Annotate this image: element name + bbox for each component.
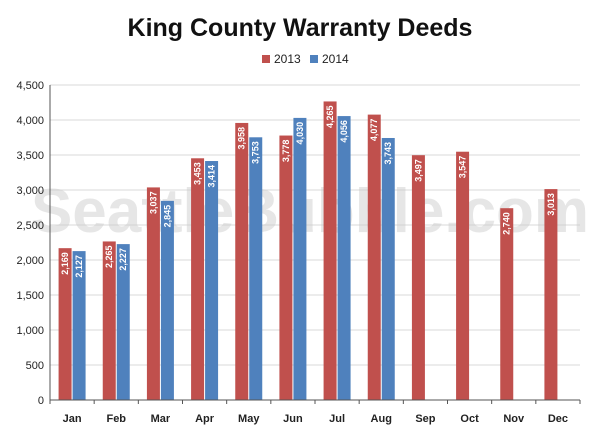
y-tick-label: 2,500: [16, 220, 44, 232]
y-tick-label: 4,500: [16, 80, 44, 92]
x-tick-label: Jul: [329, 413, 345, 425]
bar-2013: [146, 187, 160, 400]
bar-2014: [381, 137, 395, 401]
bar-data-label: 2,740: [502, 212, 512, 235]
bar-data-label: 3,037: [148, 191, 158, 214]
x-tick-label: Oct: [460, 413, 479, 425]
x-tick-label: Jun: [283, 413, 303, 425]
bar-2014: [72, 251, 86, 400]
bar-data-label: 4,030: [295, 122, 305, 145]
gridlines: [50, 84, 580, 366]
bar-2014: [337, 116, 351, 400]
y-tick-label: 1,000: [16, 325, 44, 337]
bar-2013: [235, 122, 249, 400]
bar-data-label: 3,547: [458, 156, 468, 179]
bar-2014: [116, 244, 130, 400]
bar-2013: [58, 248, 72, 400]
x-tick-label: Mar: [151, 413, 171, 425]
x-tick-label: Sep: [415, 413, 435, 425]
y-tick-label: 4,000: [16, 115, 44, 127]
bar-2013: [102, 241, 116, 400]
bar-data-label: 4,265: [325, 105, 335, 128]
bar-data-label: 3,453: [193, 162, 203, 185]
x-tick-label: Apr: [195, 413, 215, 425]
y-tick-label: 500: [26, 360, 44, 372]
bar-data-label: 4,077: [369, 119, 379, 142]
bar-data-label: 3,497: [413, 159, 423, 182]
bar-data-label: 2,845: [162, 205, 172, 228]
bar-2013: [500, 208, 514, 400]
bar-2014: [249, 137, 263, 401]
y-tick-label: 3,000: [16, 185, 44, 197]
bar-2013: [456, 151, 470, 400]
y-tick-label: 3,500: [16, 150, 44, 162]
legend: 2013 2014: [262, 52, 349, 66]
bar-data-label: 3,414: [207, 165, 217, 188]
y-tick-label: 2,000: [16, 255, 44, 267]
bar-data-label: 2,265: [104, 245, 114, 268]
legend-label-2014: 2014: [322, 52, 349, 66]
x-tick-label: Dec: [548, 413, 568, 425]
x-tick-label: Jan: [63, 413, 82, 425]
bar-data-label: 3,958: [237, 127, 247, 150]
legend-label-2013: 2013: [274, 52, 301, 66]
y-tick-label: 0: [38, 395, 44, 407]
bar-data-label: 3,778: [281, 140, 291, 163]
chart-title: King County Warranty Deeds: [128, 14, 473, 42]
legend-swatch-2014: [310, 55, 318, 63]
bar-2013: [279, 135, 293, 401]
bar-data-label: 2,227: [118, 248, 128, 271]
bar-2013: [544, 189, 558, 400]
bar-data-label: 3,743: [383, 142, 393, 165]
bars: 2,169 2,127 2,265 2,227 3,037 2,845 3,453 3,414…: [58, 101, 558, 401]
watermark: SeattleBubble.com: [31, 177, 589, 246]
legend-swatch-2013: [262, 55, 270, 63]
x-tick-label: Feb: [106, 413, 126, 425]
bar-data-label: 2,169: [60, 252, 70, 275]
bar-data-label: 3,013: [546, 193, 556, 216]
bar-2013: [367, 114, 381, 401]
x-tick-label: Aug: [371, 413, 392, 425]
x-tick-label: Nov: [503, 413, 525, 425]
bar-2013: [191, 158, 205, 400]
y-tick-label: 1,500: [16, 290, 44, 302]
bar-data-label: 2,127: [74, 255, 84, 278]
bar-2013: [323, 101, 337, 400]
bar-2014: [293, 117, 307, 401]
bar-data-label: 4,056: [339, 120, 349, 143]
bar-2014: [205, 161, 219, 400]
bar-data-label: 3,753: [251, 141, 261, 164]
bar-2013: [411, 155, 425, 400]
axes: 0 500 1,000 1,500 2,000 2,500 3,000 3,500 4,000 4…: [16, 80, 581, 425]
x-tick-label: May: [238, 413, 260, 425]
bar-2014: [160, 200, 174, 400]
